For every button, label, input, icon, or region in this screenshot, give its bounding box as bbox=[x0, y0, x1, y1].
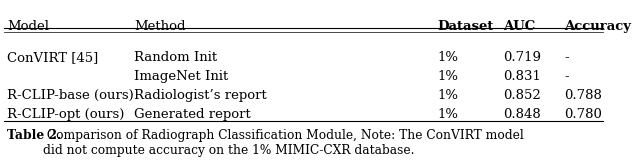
Text: Comparison of Radiograph Classification Module, Note: The ConVIRT model
did not : Comparison of Radiograph Classification … bbox=[42, 129, 524, 157]
Text: R-CLIP-base (ours): R-CLIP-base (ours) bbox=[8, 89, 134, 102]
Text: 1%: 1% bbox=[437, 89, 458, 102]
Text: ConVIRT [45]: ConVIRT [45] bbox=[8, 51, 99, 64]
Text: 0.848: 0.848 bbox=[504, 108, 541, 121]
Text: 1%: 1% bbox=[437, 70, 458, 83]
Text: -: - bbox=[564, 70, 568, 83]
Text: 0.788: 0.788 bbox=[564, 89, 602, 102]
Text: Accuracy: Accuracy bbox=[564, 20, 631, 33]
Text: AUC: AUC bbox=[504, 20, 536, 33]
Text: Radiologist’s report: Radiologist’s report bbox=[134, 89, 268, 102]
Text: Method: Method bbox=[134, 20, 186, 33]
Text: Random Init: Random Init bbox=[134, 51, 218, 64]
Text: 0.831: 0.831 bbox=[504, 70, 541, 83]
Text: R-CLIP-opt (ours): R-CLIP-opt (ours) bbox=[8, 108, 125, 121]
Text: 1%: 1% bbox=[437, 108, 458, 121]
Text: ImageNet Init: ImageNet Init bbox=[134, 70, 228, 83]
Text: 0.780: 0.780 bbox=[564, 108, 602, 121]
Text: -: - bbox=[564, 51, 568, 64]
Text: Model: Model bbox=[8, 20, 49, 33]
Text: 0.852: 0.852 bbox=[504, 89, 541, 102]
Text: 0.719: 0.719 bbox=[504, 51, 541, 64]
Text: Table 2.: Table 2. bbox=[8, 129, 61, 142]
Text: 1%: 1% bbox=[437, 51, 458, 64]
Text: Dataset: Dataset bbox=[437, 20, 493, 33]
Text: Generated report: Generated report bbox=[134, 108, 252, 121]
